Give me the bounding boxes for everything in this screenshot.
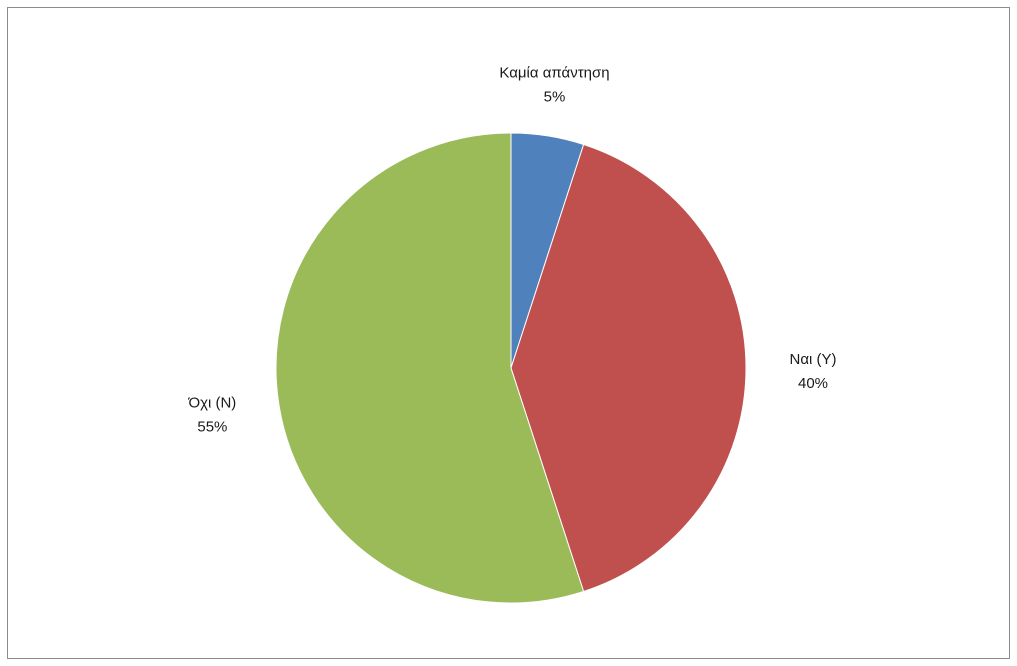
slice-label-1: Ναι (Y) 40%: [790, 351, 837, 392]
slice-value-0: 5%: [544, 88, 566, 105]
pie-slice-1: [510, 143, 747, 593]
slice-label-0: Καμία απάντηση 5%: [499, 64, 609, 105]
slice-value-2: 55%: [197, 419, 227, 436]
slice-value-1: 40%: [798, 375, 828, 392]
slice-label-2: Όχι (N) 55%: [187, 395, 236, 436]
slice-name-1: Ναι (Y): [790, 351, 837, 368]
slice-name-2: Όχι (N): [187, 395, 236, 412]
pie-slices: [275, 132, 747, 604]
slice-name-0: Καμία απάντηση: [499, 64, 609, 81]
pie-slice-2: [275, 132, 585, 604]
pie-labels: Καμία απάντηση 5% Ναι (Y) 40% Όχι (N) 55%: [187, 64, 836, 435]
